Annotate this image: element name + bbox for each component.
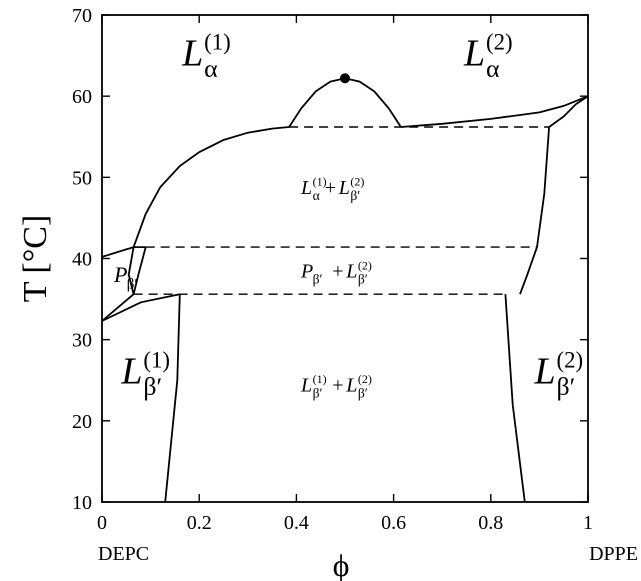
plus-sign: + <box>325 177 336 199</box>
miscibility-dome-line <box>288 77 402 128</box>
phase-superscript: (2) <box>556 348 583 373</box>
ripple-inner-left-line <box>127 246 135 295</box>
phase-main-letter: L <box>338 177 350 199</box>
y-axis-title: T [°C] <box>17 215 54 303</box>
fluid-liquidus-right-line <box>400 95 589 128</box>
axis-ticks: 0 0.2 0.4 0.6 0.8 1 10 20 30 40 50 60 70 <box>72 5 593 534</box>
x-tick-label: 0.4 <box>284 512 309 534</box>
x-tick-label: 0.6 <box>381 512 406 534</box>
phase-main-letter: L <box>345 261 357 283</box>
phase-region-labels: L (1)α L (2)αP β′L (1)β′ L (2)β′L (1)α + L (2)β′P β′… <box>113 29 583 401</box>
phase-main-letter: L <box>120 351 142 393</box>
phase-superscript: (1) <box>313 175 327 189</box>
lower-left-boundary-line <box>164 294 181 503</box>
phase-subscript: β′ <box>556 372 575 401</box>
solidus-right-steep-line <box>519 126 550 295</box>
y-tick-label: 30 <box>72 330 92 352</box>
x-tick-label: 0 <box>97 512 107 534</box>
ripple-right-edge-line <box>132 246 147 295</box>
ripple-left-lowest-line <box>101 293 180 322</box>
lower-right-boundary-line <box>504 294 526 503</box>
phase-term: L (2)β′ <box>345 372 372 400</box>
x-axis-title: ϕ <box>333 547 350 581</box>
x-tick-label: 1 <box>583 512 593 534</box>
x-tick-label: 0.2 <box>187 512 212 534</box>
phase-subscript: β′ <box>313 385 323 400</box>
phase-subscript: β′ <box>350 188 360 203</box>
critical-point-marker <box>340 73 350 84</box>
phase-superscript: (2) <box>358 258 372 272</box>
phase-main-letter: P <box>300 261 313 283</box>
phase-term: L (2)β′ <box>345 258 372 286</box>
L-alpha-1-label: L (1)α <box>181 29 231 82</box>
L-beta-1-label: L (1)β′ <box>120 348 170 401</box>
phase-subscript: β′ <box>358 385 368 400</box>
phase-subscript: α <box>313 188 320 203</box>
x-tick-label: 0.8 <box>478 512 503 534</box>
phase-main-letter: L <box>300 374 312 396</box>
phase-subscript: β′ <box>358 272 368 287</box>
plus-sign: + <box>332 261 343 283</box>
coex-fluid-gel-label: L (1)α + L (2)β′ <box>300 175 364 203</box>
phase-boundaries <box>101 73 589 503</box>
phase-term: L (1)α <box>300 175 327 203</box>
phase-subscript: β′ <box>313 272 323 287</box>
ripple-left-top-line <box>101 246 146 258</box>
coex-gel-gel-label: L (1)β′ + L (2)β′ <box>300 372 372 400</box>
phase-superscript: (1) <box>204 29 231 54</box>
ripple-left-lower-line <box>101 293 135 322</box>
phase-main-letter: L <box>463 32 485 74</box>
plus-sign: + <box>332 374 343 396</box>
phase-main-letter: L <box>181 32 203 74</box>
phase-main-letter: L <box>345 374 357 396</box>
y-tick-label: 60 <box>72 86 92 108</box>
left-endpoint-label: DEPC <box>98 543 149 565</box>
phase-superscript: (2) <box>350 175 364 189</box>
phase-term: L (2)β′ <box>338 175 365 203</box>
phase-superscript: (1) <box>143 348 170 373</box>
phase-main-letter: L <box>533 351 555 393</box>
axis-titles: ϕ T [°C] DEPC DPPE <box>17 215 638 581</box>
phase-superscript: (1) <box>313 372 327 386</box>
y-tick-label: 70 <box>72 5 92 27</box>
y-tick-label: 10 <box>72 492 92 514</box>
fluid-liquidus-left-line <box>132 126 290 248</box>
y-tick-label: 40 <box>72 249 92 271</box>
right-endpoint-label: DPPE <box>589 543 638 565</box>
y-tick-label: 20 <box>72 411 92 433</box>
phase-superscript: (2) <box>358 372 372 386</box>
solidus-right-upper-line <box>548 95 589 128</box>
phase-subscript: β′ <box>143 372 162 401</box>
phase-subscript: β′ <box>127 277 138 293</box>
y-tick-label: 50 <box>72 167 92 189</box>
phase-main-letter: L <box>300 177 312 199</box>
L-beta-2-label: L (2)β′ <box>533 348 583 401</box>
phase-term: L (1)β′ <box>300 372 327 400</box>
phase-superscript: (2) <box>486 29 513 54</box>
phase-subscript: α <box>204 54 218 83</box>
L-alpha-2-label: L (2)α <box>463 29 513 82</box>
phase-subscript: α <box>486 54 500 83</box>
phase-main-letter: P <box>113 262 127 287</box>
